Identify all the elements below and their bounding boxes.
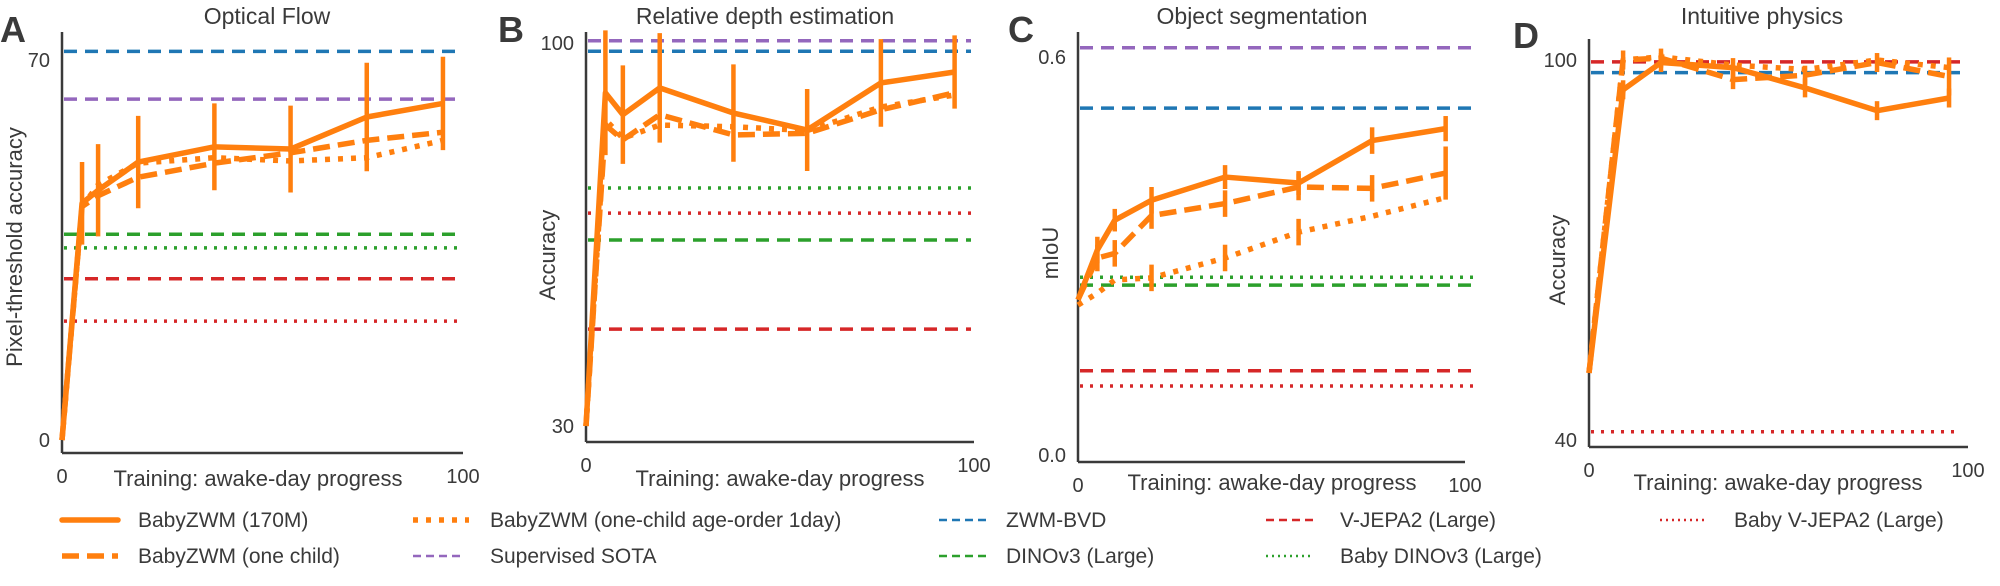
x-tick-label: 100 xyxy=(1951,460,1984,482)
x-tick-label: 0 xyxy=(1583,460,1594,482)
chart-title: Object segmentation xyxy=(1157,3,1368,29)
panel-letter: B xyxy=(498,9,524,50)
y-axis-label: Accuracy xyxy=(535,210,560,300)
plot-area: 30 100 0 100 xyxy=(541,30,991,477)
y-axis-label: mIoU xyxy=(1038,227,1063,280)
x-tick-label: 100 xyxy=(1448,475,1481,497)
x-axis-label: Training: awake-day progress xyxy=(1634,470,1923,495)
legend-label: Baby V-JEPA2 (Large) xyxy=(1734,509,1944,532)
x-tick-label: 0 xyxy=(56,466,67,488)
y-tick-label: 0 xyxy=(39,430,50,452)
x-tick-label: 100 xyxy=(446,466,479,488)
legend-label: ZWM-BVD xyxy=(1006,509,1106,532)
chart-title: Optical Flow xyxy=(204,3,331,29)
panel-d: D Intuitive physics Accuracy Training: a… xyxy=(1513,3,1985,495)
x-axis-label: Training: awake-day progress xyxy=(1128,470,1417,495)
series-line-babyzwm-170m xyxy=(1589,63,1949,373)
panel-a: A Optical Flow Pixel-threshold accuracy … xyxy=(0,3,480,491)
legend-label: DINOv3 (Large) xyxy=(1006,545,1154,568)
legend-item-baby-v-jepa2-large: Baby V-JEPA2 (Large) xyxy=(1660,509,1944,532)
series-line-babyzwm-one-child xyxy=(1078,173,1446,300)
y-tick-label: 70 xyxy=(28,50,50,72)
plot-area: 40 100 0 100 xyxy=(1544,39,1985,482)
legend-item-babyzwm-170m: BabyZWM (170M) xyxy=(62,509,308,532)
panel-c: C Object segmentation mIoU Training: awa… xyxy=(1008,3,1482,497)
y-tick-label: 0.6 xyxy=(1038,47,1066,69)
legend-item-zwm-bvd: ZWM-BVD xyxy=(939,509,1106,532)
x-tick-label: 0 xyxy=(1072,475,1083,497)
series-line-babyzwm-one-child-age-order-1day xyxy=(1589,57,1949,373)
legend-label: V-JEPA2 (Large) xyxy=(1340,509,1496,532)
legend-item-supervised-sota: Supervised SOTA xyxy=(413,545,657,568)
y-axis-label: Accuracy xyxy=(1545,215,1570,305)
series-line-babyzwm-one-child-age-order-1day xyxy=(1078,198,1446,305)
legend-label: BabyZWM (one-child age-order 1day) xyxy=(490,509,841,532)
y-tick-label: 30 xyxy=(552,416,574,438)
series-line-babyzwm-one-child-age-order-1day xyxy=(586,95,955,426)
legend-label: Baby DINOv3 (Large) xyxy=(1340,545,1542,568)
x-axis-label: Training: awake-day progress xyxy=(636,466,925,491)
legend-label: BabyZWM (170M) xyxy=(138,509,308,532)
x-axis-label: Training: awake-day progress xyxy=(114,466,403,491)
series-line-babyzwm-170m xyxy=(586,72,955,426)
plot-area: 0.0 0.6 0 100 xyxy=(1038,32,1482,497)
panel-letter: D xyxy=(1513,15,1539,56)
chart-title: Intuitive physics xyxy=(1681,3,1843,29)
chart-title: Relative depth estimation xyxy=(636,3,894,29)
x-tick-label: 100 xyxy=(957,455,990,477)
legend-item-v-jepa2-large: V-JEPA2 (Large) xyxy=(1266,509,1496,532)
panel-letter: A xyxy=(0,9,26,50)
y-axis-label: Pixel-threshold accuracy xyxy=(2,127,27,367)
y-tick-label: 0.0 xyxy=(1038,445,1066,467)
legend-item-babyzwm-one-child-age-order-1day: BabyZWM (one-child age-order 1day) xyxy=(413,509,841,532)
plot-area: 0 70 0 100 xyxy=(28,32,480,488)
legend-item-babyzwm-one-child: BabyZWM (one child) xyxy=(62,545,340,568)
y-tick-label: 100 xyxy=(541,33,574,55)
y-tick-label: 100 xyxy=(1544,50,1577,72)
series-line-babyzwm-one-child xyxy=(586,93,955,426)
series-line-babyzwm-170m xyxy=(62,103,443,440)
legend-item-baby-dinov3-large: Baby DINOv3 (Large) xyxy=(1266,545,1542,568)
legend-label: Supervised SOTA xyxy=(490,545,657,568)
legend-item-dinov3-large: DINOv3 (Large) xyxy=(939,545,1154,568)
panel-b: B Relative depth estimation Accuracy Tra… xyxy=(498,3,991,491)
legend-label: BabyZWM (one child) xyxy=(138,545,340,568)
panel-letter: C xyxy=(1008,9,1034,50)
y-tick-label: 40 xyxy=(1555,430,1577,452)
x-tick-label: 0 xyxy=(580,455,591,477)
legend: BabyZWM (170M) BabyZWM (one child) BabyZWM… xyxy=(62,509,1944,568)
